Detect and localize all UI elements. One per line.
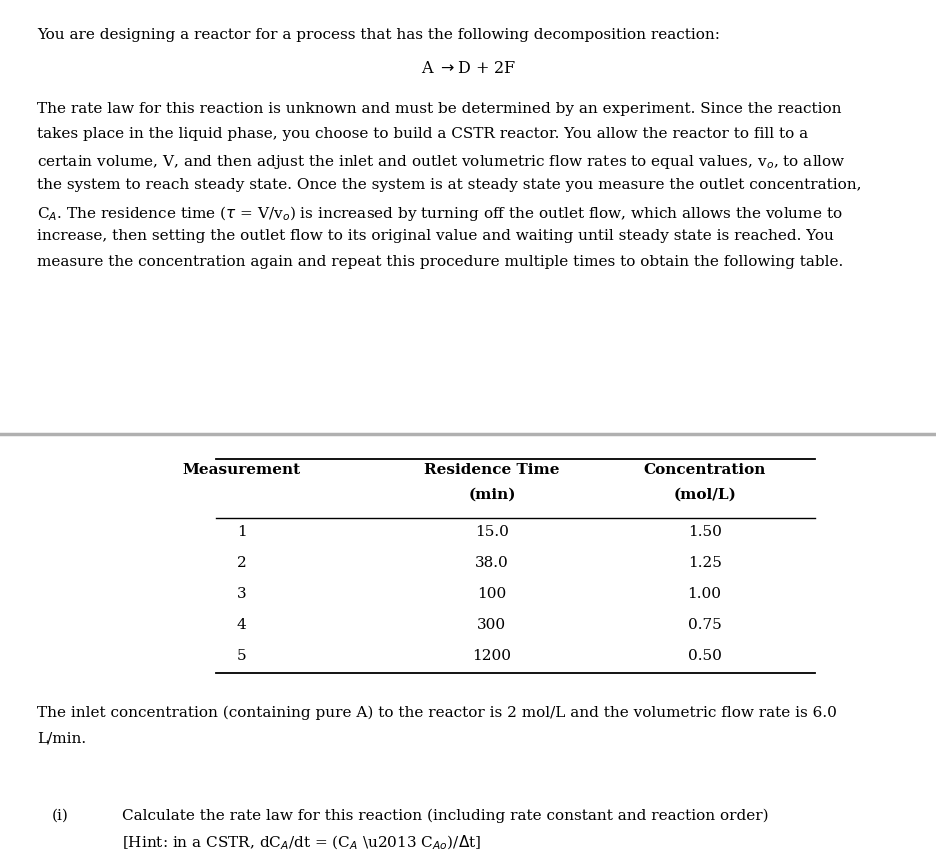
Text: the system to reach steady state. Once the system is at steady state you measure: the system to reach steady state. Once t…: [37, 179, 861, 192]
Text: certain volume, V, and then adjust the inlet and outlet volumetric flow rates to: certain volume, V, and then adjust the i…: [37, 153, 845, 171]
Text: (min): (min): [468, 488, 515, 502]
Text: 5: 5: [237, 649, 246, 663]
Text: C$_A$. The residence time ($\tau$ = V/v$_o$) is increased by turning off the out: C$_A$. The residence time ($\tau$ = V/v$…: [37, 204, 842, 223]
Text: 4: 4: [237, 618, 246, 632]
Text: 0.75: 0.75: [687, 618, 721, 632]
Text: Concentration: Concentration: [643, 463, 765, 476]
Text: 1.25: 1.25: [687, 556, 721, 570]
Text: The rate law for this reaction is unknown and must be determined by an experimen: The rate law for this reaction is unknow…: [37, 102, 841, 116]
Text: 1.00: 1.00: [687, 587, 721, 601]
Text: [Hint: in a CSTR, dC$_A$/dt = (C$_A$ \u2013 C$_{Ao}$)/$\Delta$t]: [Hint: in a CSTR, dC$_A$/dt = (C$_A$ \u2…: [122, 834, 480, 853]
Text: measure the concentration again and repeat this procedure multiple times to obta: measure the concentration again and repe…: [37, 255, 842, 268]
Text: Measurement: Measurement: [183, 463, 300, 476]
Text: (i): (i): [51, 809, 68, 822]
Text: (mol/L): (mol/L): [672, 488, 736, 502]
Text: A $\rightarrow$D + 2F: A $\rightarrow$D + 2F: [420, 60, 516, 78]
Text: 0.50: 0.50: [687, 649, 721, 663]
Text: 1.50: 1.50: [687, 525, 721, 539]
Text: increase, then setting the outlet flow to its original value and waiting until s: increase, then setting the outlet flow t…: [37, 229, 833, 243]
Text: 1200: 1200: [472, 649, 511, 663]
Text: 15.0: 15.0: [475, 525, 508, 539]
Text: 2: 2: [237, 556, 246, 570]
Text: 1: 1: [237, 525, 246, 539]
Text: L/min.: L/min.: [37, 731, 86, 746]
Text: 100: 100: [476, 587, 506, 601]
Text: 3: 3: [237, 587, 246, 601]
Text: You are designing a reactor for a process that has the following decomposition r: You are designing a reactor for a proces…: [37, 28, 720, 41]
Text: 38.0: 38.0: [475, 556, 508, 570]
Text: The inlet concentration (containing pure A) to the reactor is 2 mol/L and the vo: The inlet concentration (containing pure…: [37, 706, 837, 721]
Text: Residence Time: Residence Time: [424, 463, 559, 476]
Text: Calculate the rate law for this reaction (including rate constant and reaction o: Calculate the rate law for this reaction…: [122, 809, 768, 823]
Text: 300: 300: [476, 618, 506, 632]
Text: takes place in the liquid phase, you choose to build a CSTR reactor. You allow t: takes place in the liquid phase, you cho…: [37, 128, 808, 142]
